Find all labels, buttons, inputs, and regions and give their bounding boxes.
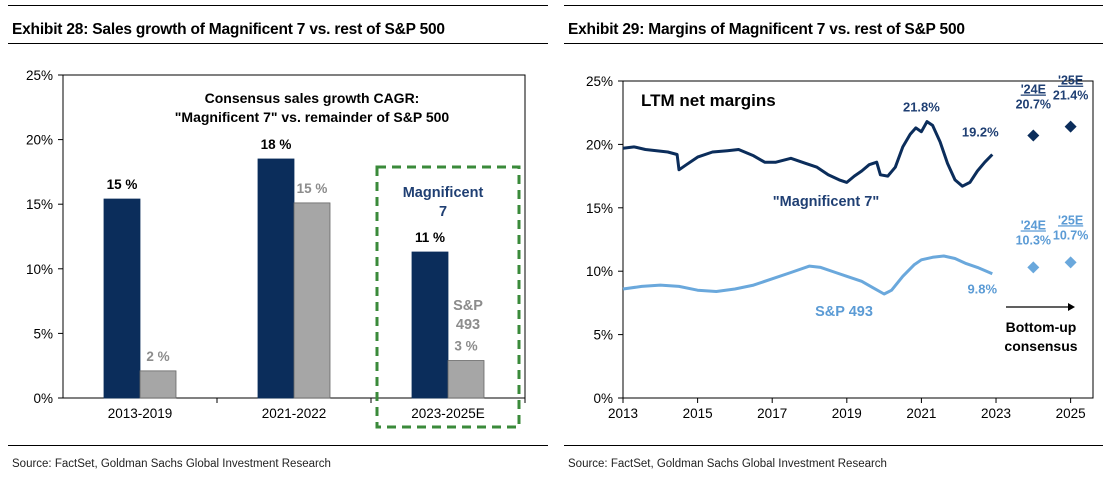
mag7-bar	[103, 198, 141, 399]
sp493-bar	[293, 202, 331, 399]
estimate-year-label: '25E	[1058, 74, 1083, 88]
x-tick-label: 2023-2025E	[411, 406, 485, 421]
x-tick-label: 2025	[1056, 406, 1086, 421]
sp493-estimate-marker	[1064, 256, 1077, 269]
y-tick-label: 5%	[593, 328, 613, 343]
estimate-value-label: 10.7%	[1053, 228, 1088, 242]
sp493-series-label: S&P 493	[815, 304, 873, 320]
net-margins-chart: 0% 5% 10% 15% 20% 25% 2013 2015 2017 2019 2021 2023…	[586, 74, 1094, 421]
y-tick-label: 0%	[593, 391, 613, 406]
x-tick-label: 2021-2022	[262, 406, 327, 421]
y-tick-label: 5%	[33, 326, 53, 341]
y-tick-label: 15%	[26, 197, 53, 212]
chart-subtitle: "Magnificent 7" vs. remainder of S&P 500	[175, 109, 450, 125]
sp493-annotation: S&P	[453, 298, 483, 314]
estimate-value-label: 21.4%	[1053, 89, 1088, 103]
sp493-value-label: 3 %	[454, 339, 477, 354]
bottom-rule	[8, 445, 548, 446]
sp493-value-label: 2 %	[146, 349, 169, 364]
exhibit-29-title: Exhibit 29: Margins of Magnificent 7 vs.…	[568, 21, 965, 38]
y-tick-label: 10%	[586, 264, 613, 279]
chart-title: LTM net margins	[641, 91, 776, 110]
sp493-annotation: 493	[456, 317, 480, 333]
y-tick-label: 20%	[586, 137, 613, 152]
sales-growth-chart: 0% 5% 10% 15% 20% 25% Consensus sales growth C…	[26, 68, 526, 429]
x-tick-label: 2019	[832, 406, 862, 421]
exhibit-29-source: Source: FactSet, Goldman Sachs Global In…	[568, 458, 887, 470]
mag7-estimate-marker	[1027, 129, 1040, 142]
sp493-value-label: 15 %	[297, 181, 328, 196]
y-tick-label: 10%	[26, 262, 53, 277]
estimate-year-label: '25E	[1058, 213, 1083, 227]
x-tick-label: 2013-2019	[108, 406, 173, 421]
sp493-last-value-label: 9.8%	[967, 282, 997, 297]
highlight-box	[375, 165, 521, 429]
bottom-rule	[564, 445, 1103, 446]
mag7-estimate-marker	[1064, 120, 1077, 133]
peak-value-label: 21.8%	[903, 100, 940, 115]
mag7-annotation: 7	[439, 204, 447, 220]
exhibit-29-panel: Exhibit 29: Margins of Magnificent 7 vs.…	[556, 0, 1111, 484]
estimate-value-label: 20.7%	[1016, 98, 1051, 112]
exhibit-28-source: Source: FactSet, Goldman Sachs Global In…	[12, 458, 331, 470]
estimate-year-label: '24E	[1021, 83, 1046, 97]
x-tick-label: 2015	[683, 406, 713, 421]
mag7-bar	[411, 251, 449, 399]
exhibit-28-title: Exhibit 28: Sales growth of Magnificent …	[12, 21, 445, 38]
consensus-label: Bottom-up	[1006, 319, 1077, 335]
sp493-bar	[139, 370, 177, 399]
sp493-bar	[447, 360, 485, 399]
title-rule	[8, 43, 548, 44]
exhibit-28-panel: Exhibit 28: Sales growth of Magnificent …	[8, 5, 548, 470]
mag7-bar	[257, 158, 295, 399]
plot-area	[622, 80, 1094, 399]
estimate-value-label: 10.3%	[1016, 233, 1051, 247]
consensus-label: consensus	[1004, 338, 1077, 354]
consensus-arrow-head	[1068, 303, 1075, 311]
mag7-annotation: Magnificent	[403, 185, 484, 201]
mag7-value-label: 11 %	[415, 230, 445, 245]
y-tick-label: 25%	[26, 68, 53, 83]
x-tick-label: 2021	[906, 406, 936, 421]
top-rule	[564, 5, 1103, 6]
mag7-value-label: 18 %	[261, 137, 292, 152]
top-rule	[8, 5, 548, 6]
mag7-value-label: 15 %	[107, 177, 138, 192]
estimate-year-label: '24E	[1021, 218, 1046, 232]
y-tick-label: 0%	[33, 391, 53, 406]
mag7-margin-line	[622, 120, 994, 188]
x-tick-label: 2017	[757, 406, 787, 421]
title-rule	[564, 43, 1103, 44]
x-tick-label: 2023	[981, 406, 1011, 421]
mag7-series-label: "Magnificent 7"	[773, 194, 879, 210]
y-tick-label: 15%	[586, 201, 613, 216]
mag7-last-value-label: 19.2%	[962, 125, 999, 140]
sp493-margin-line	[622, 254, 993, 296]
y-tick-label: 25%	[586, 74, 613, 89]
chart-title: Consensus sales growth CAGR:	[205, 90, 420, 106]
sp493-estimate-marker	[1027, 261, 1040, 274]
x-tick-label: 2013	[608, 406, 638, 421]
y-tick-label: 20%	[26, 133, 53, 148]
